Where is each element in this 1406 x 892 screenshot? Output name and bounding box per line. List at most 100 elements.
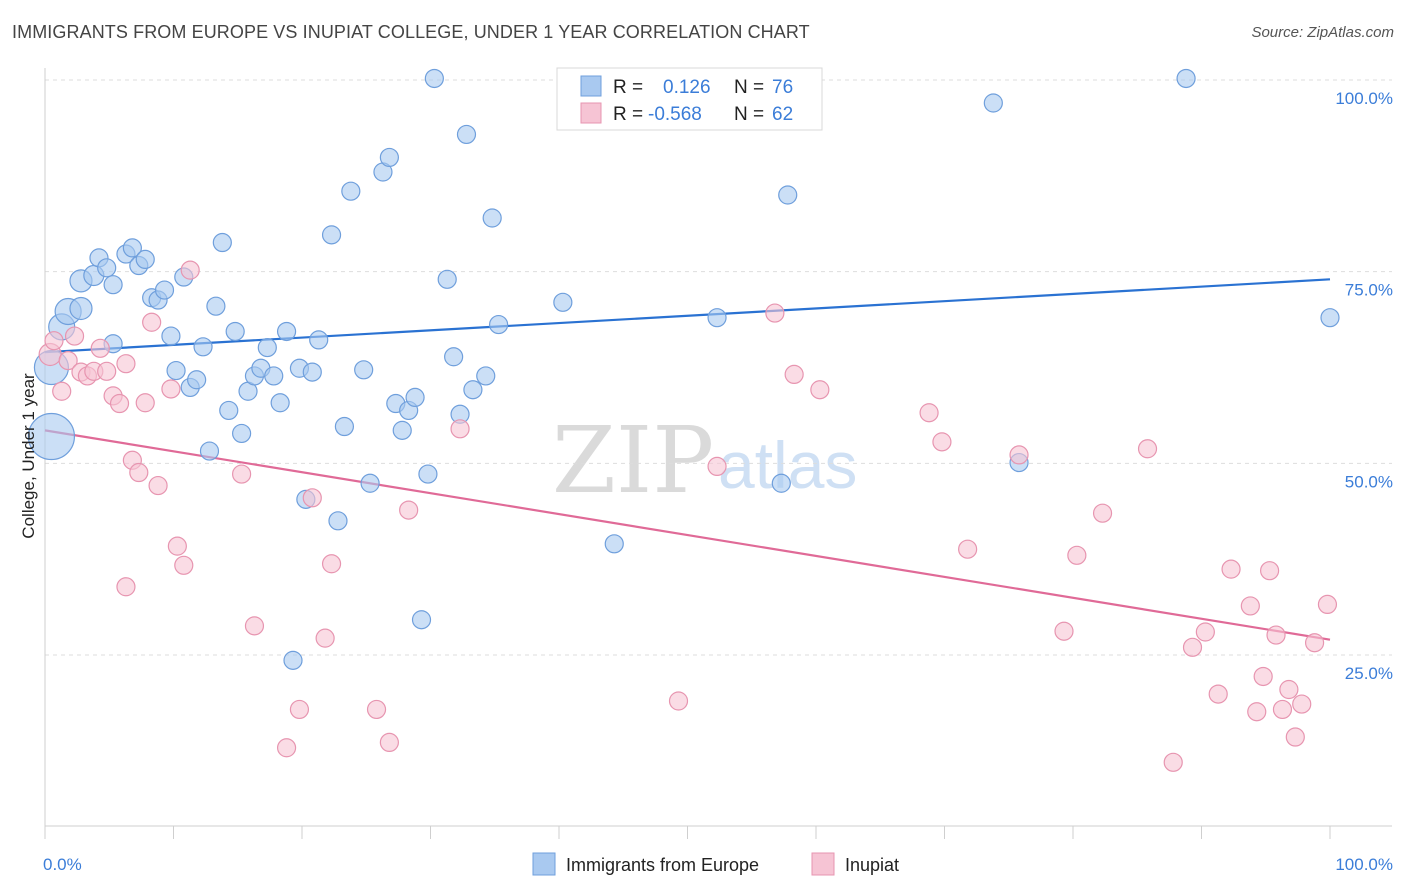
point-s0-66 bbox=[604, 534, 624, 554]
point-s1-26 bbox=[289, 699, 310, 720]
point-s0-18 bbox=[161, 326, 181, 346]
chart-source: Source: ZipAtlas.com bbox=[1251, 24, 1394, 41]
y-axis-label: College, Under 1 year bbox=[19, 373, 38, 539]
point-s0-61 bbox=[463, 380, 483, 400]
x-tick-labels: 0.0% 100.0% bbox=[43, 855, 1393, 874]
point-s0-22 bbox=[187, 370, 207, 390]
legend-r-label-inupiat: R = bbox=[613, 104, 643, 125]
point-s1-48 bbox=[1182, 637, 1203, 657]
legend-bottom-label-europe: Immigrants from Europe bbox=[566, 855, 759, 875]
watermark: ZIP atlas bbox=[552, 407, 857, 514]
point-s0-68 bbox=[707, 308, 727, 328]
point-s1-29 bbox=[321, 554, 342, 574]
y-tick-labels: 25.0% 50.0% 75.0% 100.0% bbox=[1335, 89, 1393, 683]
point-s1-42 bbox=[1009, 445, 1029, 465]
point-s0-58 bbox=[444, 347, 464, 367]
point-s0-74 bbox=[1320, 308, 1340, 328]
point-s1-4 bbox=[64, 326, 85, 346]
trend-lines bbox=[44, 278, 1331, 641]
point-s1-21 bbox=[174, 555, 194, 575]
point-s0-62 bbox=[476, 366, 496, 386]
point-s0-17 bbox=[154, 280, 175, 300]
point-s1-55 bbox=[1260, 561, 1280, 581]
point-s0-43 bbox=[328, 511, 348, 531]
point-s1-23 bbox=[232, 464, 252, 484]
point-s0-64 bbox=[489, 314, 509, 335]
point-s0-26 bbox=[212, 232, 232, 253]
point-s0-27 bbox=[219, 400, 239, 421]
point-s0-12 bbox=[122, 238, 142, 258]
point-s1-22 bbox=[180, 260, 200, 280]
legend-bottom-swatch-europe bbox=[532, 852, 556, 876]
point-s1-54 bbox=[1253, 666, 1273, 687]
point-s0-73 bbox=[1176, 68, 1196, 89]
point-s1-19 bbox=[161, 379, 181, 399]
point-s1-11 bbox=[109, 393, 130, 414]
point-s0-44 bbox=[334, 416, 355, 437]
point-s0-71 bbox=[983, 93, 1003, 113]
point-s0-33 bbox=[257, 337, 277, 358]
point-s1-36 bbox=[765, 303, 785, 323]
trend-line-1 bbox=[44, 429, 1331, 641]
point-s0-42 bbox=[321, 225, 342, 245]
point-s1-12 bbox=[116, 354, 136, 374]
point-s0-14 bbox=[135, 249, 155, 269]
legend-swatch-europe bbox=[580, 75, 602, 97]
point-s0-70 bbox=[778, 185, 798, 205]
point-s0-25 bbox=[206, 296, 226, 316]
legend-top: R = 0.126 N = 76 R = -0.568 N = 62 bbox=[556, 67, 823, 131]
legend-r-value-inupiat: -0.568 bbox=[648, 104, 702, 125]
point-s1-35 bbox=[707, 456, 727, 476]
point-s1-20 bbox=[167, 536, 187, 556]
point-s1-30 bbox=[366, 699, 387, 720]
legend-r-value-europe: 0.126 bbox=[663, 77, 711, 98]
point-s1-47 bbox=[1163, 752, 1183, 772]
trend-line-0 bbox=[44, 278, 1331, 354]
point-s0-53 bbox=[405, 387, 425, 407]
point-s0-41 bbox=[309, 330, 329, 350]
y-tick-label-100: 100.0% bbox=[1335, 89, 1393, 108]
legend-swatch-inupiat bbox=[580, 102, 602, 124]
point-s1-41 bbox=[958, 539, 978, 559]
legend-bottom-label-inupiat: Inupiat bbox=[845, 855, 899, 875]
point-s1-17 bbox=[142, 312, 162, 332]
point-s1-51 bbox=[1221, 559, 1241, 579]
point-s0-47 bbox=[360, 473, 380, 493]
point-s1-37 bbox=[784, 364, 804, 384]
point-s1-39 bbox=[919, 403, 939, 423]
x-tick-label-min: 0.0% bbox=[43, 855, 82, 874]
point-s0-23 bbox=[193, 337, 213, 357]
point-s0-36 bbox=[276, 321, 297, 342]
point-s1-1 bbox=[44, 331, 64, 351]
point-s1-62 bbox=[1317, 594, 1338, 615]
legend-n-label-europe: N = bbox=[734, 77, 764, 98]
point-s1-45 bbox=[1092, 503, 1113, 523]
point-s0-46 bbox=[354, 360, 374, 380]
y-tick-label-75: 75.0% bbox=[1345, 281, 1393, 300]
point-s1-50 bbox=[1208, 684, 1228, 704]
point-s1-44 bbox=[1067, 545, 1087, 565]
point-s1-13 bbox=[116, 577, 136, 597]
point-s0-19 bbox=[166, 360, 186, 381]
point-s1-56 bbox=[1266, 625, 1286, 645]
watermark-zip: ZIP bbox=[552, 407, 714, 514]
watermark-atlas: atlas bbox=[718, 428, 857, 502]
point-s1-38 bbox=[810, 380, 830, 400]
data-points bbox=[27, 68, 1340, 772]
point-s1-32 bbox=[399, 500, 419, 520]
point-s1-53 bbox=[1247, 702, 1267, 722]
point-s0-37 bbox=[283, 650, 303, 670]
point-s0-29 bbox=[232, 423, 252, 444]
point-s0-8 bbox=[97, 258, 117, 278]
point-s0-4 bbox=[69, 296, 93, 321]
point-s1-16 bbox=[135, 393, 155, 413]
point-s1-61 bbox=[1304, 633, 1325, 653]
legend-n-value-inupiat: 62 bbox=[772, 104, 793, 125]
point-s1-43 bbox=[1054, 621, 1074, 641]
legend-n-value-europe: 76 bbox=[772, 77, 793, 98]
point-s1-2 bbox=[52, 381, 72, 401]
point-s1-59 bbox=[1285, 727, 1305, 747]
point-s1-28 bbox=[315, 628, 335, 648]
point-s0-60 bbox=[456, 124, 477, 145]
